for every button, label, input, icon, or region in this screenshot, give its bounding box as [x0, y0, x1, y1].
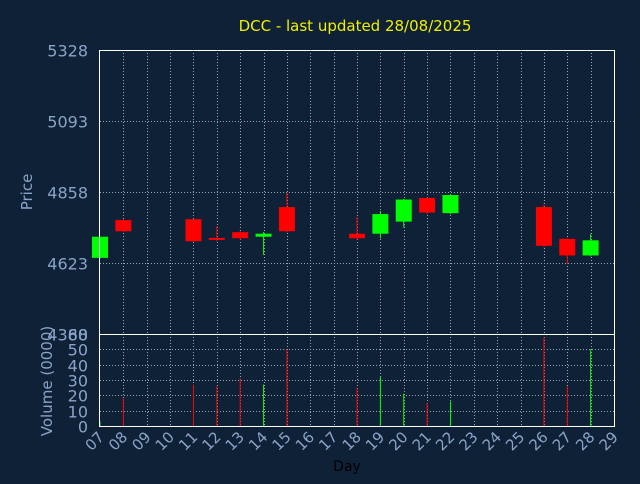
price-tick-label: 4858 — [47, 184, 88, 203]
price-grid — [100, 50, 614, 334]
volume-tick-label: 50 — [68, 341, 88, 360]
candle-body — [115, 220, 132, 232]
candles — [92, 192, 599, 264]
candle-body — [208, 237, 225, 240]
candle-body — [185, 219, 202, 242]
candle-body — [232, 232, 249, 239]
volume-panel-frame — [99, 334, 615, 427]
volume-bars — [99, 337, 592, 426]
volume-grid — [100, 334, 614, 426]
volume-tick-label: 60 — [68, 326, 88, 345]
candle-body — [582, 240, 599, 256]
candle-body — [372, 214, 389, 234]
candle-body — [442, 195, 459, 214]
price-axis-label: Price — [18, 174, 36, 211]
candle-body — [278, 207, 295, 232]
volume-tick-label: 10 — [68, 403, 88, 422]
chart-title: DCC - last updated 28/08/2025 — [239, 17, 472, 35]
price-tick-label: 5093 — [47, 113, 88, 132]
price-tick-label: 4388 — [47, 326, 88, 345]
price-tick-label: 5328 — [47, 42, 88, 61]
candle-body — [419, 198, 436, 213]
volume-tick-label: 20 — [68, 387, 88, 406]
volume-tick-label: 0 — [78, 418, 88, 437]
x-tick-labels: 0708091011121314151617181920212223242526… — [82, 428, 622, 454]
x-axis-label: Day — [333, 459, 361, 475]
candle-body — [395, 199, 412, 222]
price-tick-labels: 5328 5093 4858 4623 4388 — [47, 42, 88, 345]
candle-body — [535, 207, 552, 246]
price-tick-label: 4623 — [47, 255, 88, 274]
volume-tick-label: 30 — [68, 372, 88, 391]
volume-tick-label: 40 — [68, 357, 88, 376]
candle-body — [559, 238, 576, 256]
candle-body — [255, 233, 272, 237]
candle-body — [349, 233, 365, 239]
volume-axis-label: Volume (0000) — [38, 326, 56, 436]
